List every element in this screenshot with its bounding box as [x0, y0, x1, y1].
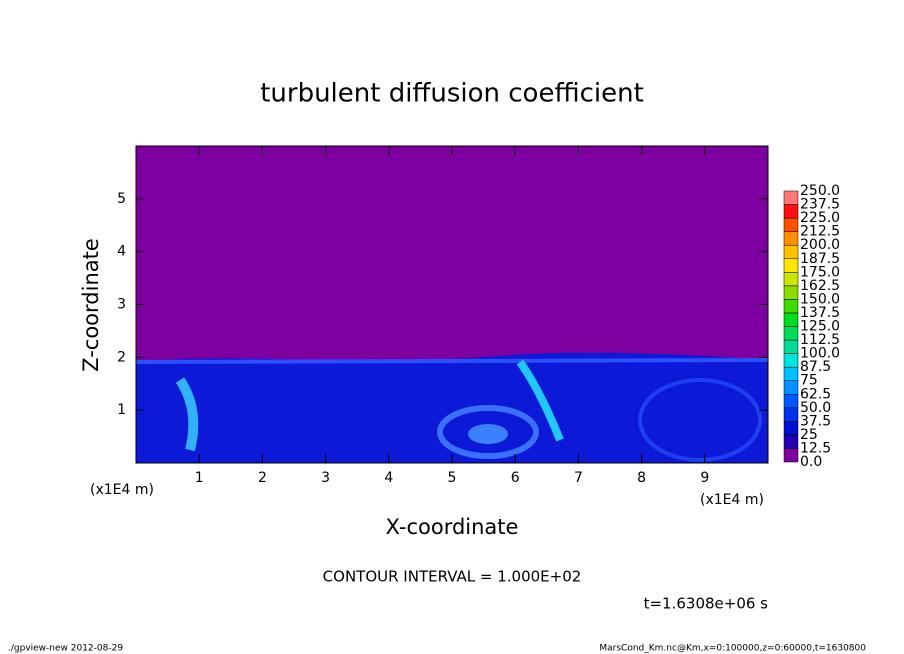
colorbar-label: 212.5	[800, 224, 840, 240]
colorbar-label: 162.5	[800, 278, 840, 294]
y-tick-label: 1	[117, 402, 126, 418]
colorbar-band	[783, 204, 799, 219]
footer-left: ./gpview-new 2012-08-29	[8, 644, 123, 654]
colorbar-label: 25	[800, 427, 818, 443]
colorbar-band	[783, 231, 799, 246]
colorbar-band	[783, 285, 799, 300]
colorbar-label: 62.5	[800, 386, 831, 402]
chart-title: turbulent diffusion coefficient	[260, 79, 644, 109]
colorbar-band	[783, 394, 799, 409]
colorbar-band	[783, 366, 799, 381]
colorbar-label: 112.5	[800, 332, 840, 348]
field-mixed-layer	[136, 352, 768, 463]
field	[135, 146, 769, 463]
colorbar-band	[783, 407, 799, 422]
x-unit-right: (x1E4 m)	[700, 492, 764, 508]
colorbar-band	[783, 339, 799, 354]
colorbar-band	[783, 448, 799, 463]
field-plume	[516, 359, 564, 442]
colorbar-band	[783, 434, 799, 449]
y-tick-label: 3	[117, 297, 126, 313]
colorbar-band	[783, 217, 799, 232]
colorbar-label: 0.0	[800, 454, 822, 470]
x-tick-label: 9	[700, 470, 709, 486]
field-edge	[135, 358, 769, 364]
field-eddy	[437, 405, 539, 459]
colorbar-band	[783, 190, 799, 205]
colorbar-label: 237.5	[800, 197, 840, 213]
colorbar-band	[783, 299, 799, 314]
colorbar-label: 225.0	[800, 210, 840, 226]
field-plume	[175, 377, 199, 452]
colorbar-label: 150.0	[800, 291, 840, 307]
time-label: t=1.6308e+06 s	[644, 595, 769, 613]
colorbar-label: 250.0	[800, 183, 840, 199]
x-tick-label: 4	[384, 470, 393, 486]
colorbar-band	[783, 272, 799, 287]
colorbar-label: 12.5	[800, 440, 831, 456]
y-tick-label: 2	[117, 349, 126, 365]
x-tick-label: 6	[511, 470, 520, 486]
colorbar-label: 75	[800, 373, 818, 389]
x-tick-label: 7	[574, 470, 583, 486]
field-eddy	[638, 378, 762, 462]
x-tick-label: 5	[448, 470, 457, 486]
colorbar-band	[783, 244, 799, 259]
y-axis-label: Z-coordinate	[79, 238, 103, 372]
colorbar-band	[783, 326, 799, 341]
x-tick-label: 8	[637, 470, 646, 486]
y-tick-label: 5	[117, 191, 126, 207]
colorbar-label: 200.0	[800, 237, 840, 253]
colorbar-label: 87.5	[800, 359, 831, 375]
colorbar-label: 187.5	[800, 251, 840, 267]
colorbar-label: 50.0	[800, 400, 831, 416]
field-eddy-core	[468, 424, 508, 444]
x-axis-label: X-coordinate	[386, 515, 519, 539]
colorbar-band	[783, 421, 799, 436]
colorbar-band	[783, 258, 799, 273]
x-tick-label: 1	[195, 470, 204, 486]
x-tick-label: 2	[258, 470, 267, 486]
contour-interval: CONTOUR INTERVAL = 1.000E+02	[323, 568, 582, 586]
colorbar-label: 175.0	[800, 264, 840, 280]
x-tick-label: 3	[321, 470, 330, 486]
footer-right: MarsCond_Km.nc@Km,x=0:100000,z=0:60000,t…	[599, 644, 866, 654]
colorbar-band	[783, 380, 799, 395]
colorbar-label: 37.5	[800, 413, 831, 429]
x-unit-left: (x1E4 m)	[90, 482, 154, 498]
colorbar-label: 100.0	[800, 346, 840, 362]
colorbar-label: 137.5	[800, 305, 840, 321]
y-tick-label: 4	[117, 244, 126, 260]
colorbar-band	[783, 353, 799, 368]
colorbar-label: 125.0	[800, 319, 840, 335]
colorbar-band	[783, 312, 799, 327]
